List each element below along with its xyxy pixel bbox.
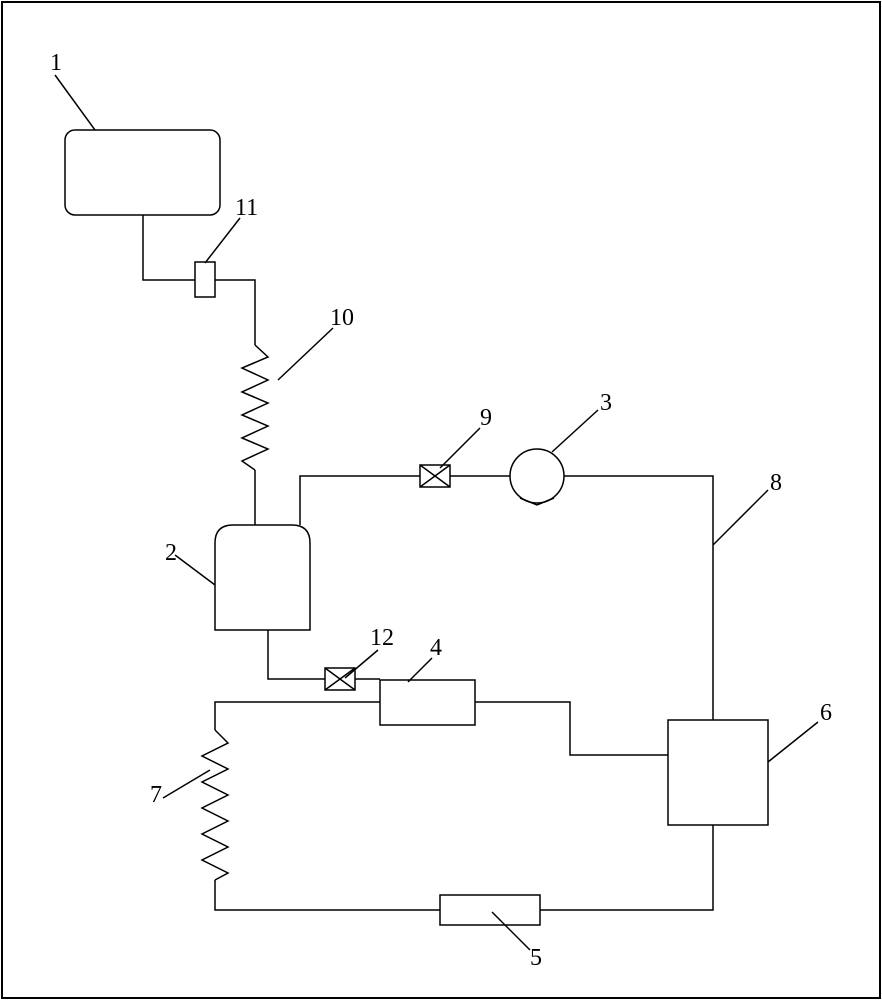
label-7: 7: [150, 782, 162, 809]
label-5: 5: [530, 945, 542, 972]
label-11: 11: [235, 195, 258, 222]
pipe: [143, 215, 195, 280]
label-2: 2: [165, 540, 177, 567]
component-3: [510, 449, 564, 503]
label-10: 10: [330, 305, 354, 332]
leader-5: [492, 912, 530, 950]
leader-12: [345, 650, 378, 678]
label-8: 8: [770, 470, 782, 497]
pipe: [215, 280, 255, 345]
label-9: 9: [480, 405, 492, 432]
leader-8: [713, 490, 768, 545]
pipe: [475, 702, 668, 755]
component-11: [195, 262, 215, 297]
component-5: [440, 895, 540, 925]
leader-6: [768, 722, 818, 762]
label-12: 12: [370, 625, 394, 652]
schematic-diagram: 1 2 3 4 5 6 7 8 9 10 11 12: [0, 0, 882, 1000]
leader-3: [552, 410, 598, 452]
leader-9: [440, 428, 480, 468]
leader-2: [175, 555, 215, 585]
leader-7: [163, 770, 210, 798]
label-6: 6: [820, 700, 832, 727]
pipe: [215, 880, 440, 910]
leader-1: [55, 75, 95, 130]
pipe: [268, 630, 325, 679]
pipe: [215, 702, 380, 730]
leader-11: [205, 218, 240, 263]
label-3: 3: [600, 390, 612, 417]
leader-10: [278, 328, 333, 380]
component-1: [65, 130, 220, 215]
leader-4: [408, 658, 432, 682]
pipe: [540, 825, 713, 910]
label-4: 4: [430, 635, 442, 662]
component-4: [380, 680, 475, 725]
label-1: 1: [50, 50, 62, 77]
frame: [2, 2, 880, 998]
zigzag-10: [242, 345, 268, 470]
component-2: [215, 525, 310, 630]
zigzag-7: [202, 730, 228, 880]
diagram-svg: [0, 0, 882, 1000]
component-6: [668, 720, 768, 825]
pipe: [300, 476, 420, 525]
pipe-8: [564, 476, 713, 720]
